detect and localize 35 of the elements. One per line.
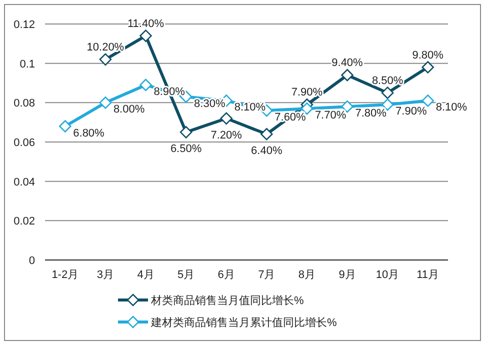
xtick: 11月 [416,269,440,281]
xtick: 8月 [298,269,316,281]
data-label: 7.90% [396,106,427,118]
ytick: 0.1 [20,58,35,70]
xtick: 10月 [376,269,400,281]
data-label: 11.40% [128,18,164,30]
xtick: 6月 [218,269,235,281]
data-label: 9.40% [332,57,363,70]
data-label: 7.20% [210,129,242,142]
ytick: 0.12 [14,19,35,31]
data-label: 8.30% [194,98,226,110]
data-label: 6.50% [170,143,202,156]
ytick: 0.04 [14,176,35,188]
data-label: 8.00% [113,104,145,116]
legend-text: 材类商品销售当月值同比增长% [151,295,304,307]
data-label: 7.90% [291,86,323,99]
xtick: 1-2月 [52,269,79,281]
xtick: 7月 [258,269,276,281]
xtick: 5月 [178,269,195,281]
xtick: 4月 [137,269,154,281]
data-label: 7.80% [355,108,386,120]
data-label: 9.80% [412,49,444,62]
xtick: 3月 [96,269,114,281]
data-label: 8.50% [372,74,404,87]
ytick: 0.02 [14,216,35,228]
legend-text: 建材类商品销售当月累计值同比增长% [151,317,337,329]
ytick: 0 [28,255,35,267]
data-label: 6.80% [73,127,104,140]
xtick: 9月 [338,269,356,281]
data-label: 7.70% [314,110,346,122]
data-label: 6.40% [251,145,282,158]
ytick: 0.06 [14,137,35,149]
ytick: 0.08 [14,98,35,110]
data-label: 10.20% [86,41,124,54]
data-label: 8.10% [436,102,468,114]
